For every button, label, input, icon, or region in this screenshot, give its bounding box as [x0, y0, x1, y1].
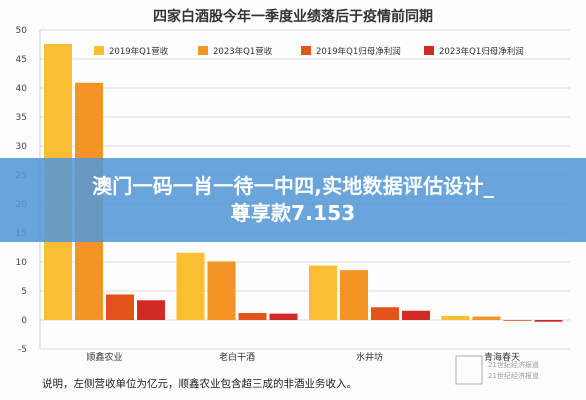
bar: [441, 315, 470, 320]
banner-line-2: 尊享款7.153: [230, 201, 356, 225]
bar: [503, 320, 532, 321]
bar: [472, 316, 501, 320]
bar: [402, 310, 430, 320]
y-tick-label: 40: [16, 84, 28, 94]
overlay-banner: 澳门一码一肖一待一中四,实地数据评估设计_ 尊享款7.153: [0, 158, 586, 242]
category-label: 水井坊: [356, 351, 383, 363]
watermark-logo-icon: [455, 355, 483, 385]
watermark-line1: 21世纪经济报道: [488, 360, 539, 369]
chart-title: 四家白酒股今年一季度业绩落后于疫情前同期: [153, 8, 433, 25]
watermark-line2: 21世纪经济报道: [488, 371, 539, 380]
watermark: 21世纪经济报道 21世纪经济报道: [455, 355, 539, 385]
y-tick-label: 35: [16, 113, 27, 123]
bar: [371, 307, 399, 320]
bar: [534, 320, 563, 322]
legend-label: 2023年Q1营收: [213, 46, 273, 57]
bar: [269, 313, 298, 320]
bar: [238, 313, 267, 320]
bar: [106, 294, 134, 320]
legend-label: 2019年Q1营收: [109, 46, 169, 57]
legend: 2019年Q1营收 2023年Q1营收 2019年Q1归母净利润 2023年Q1归母净…: [94, 46, 524, 57]
bar: [309, 265, 337, 320]
legend-label: 2019年Q1归母净利润: [316, 46, 401, 57]
y-tick-label: 10: [16, 258, 28, 268]
bar: [340, 270, 368, 320]
category-label: 顺鑫农业: [86, 351, 122, 363]
legend-swatch: [301, 46, 311, 55]
bar: [176, 252, 205, 320]
banner-line-1: 澳门一码一肖一待一中四,实地数据评估设计_: [92, 174, 494, 198]
y-tick-label: -5: [18, 345, 27, 355]
category-label: 老白干酒: [219, 351, 255, 363]
category-labels: 顺鑫农业 老白干酒 水井坊 青海春天: [86, 351, 520, 363]
y-tick-label: 0: [21, 316, 27, 326]
legend-swatch: [424, 46, 434, 55]
legend-label: 2023年Q1归母净利润: [439, 46, 524, 57]
y-tick-label: 5: [21, 287, 27, 297]
category-label: 青海春天: [484, 351, 520, 363]
bar: [207, 261, 236, 320]
legend-swatch: [94, 46, 104, 55]
footnote: 说明，左侧营收单位为亿元，顺鑫农业包含超三成的非酒业务收入。: [42, 377, 357, 390]
y-tick-label: 50: [16, 26, 28, 36]
bar: [137, 300, 165, 320]
y-tick-label: 45: [16, 55, 27, 65]
legend-swatch: [198, 46, 208, 55]
y-tick-label: 30: [16, 142, 28, 152]
